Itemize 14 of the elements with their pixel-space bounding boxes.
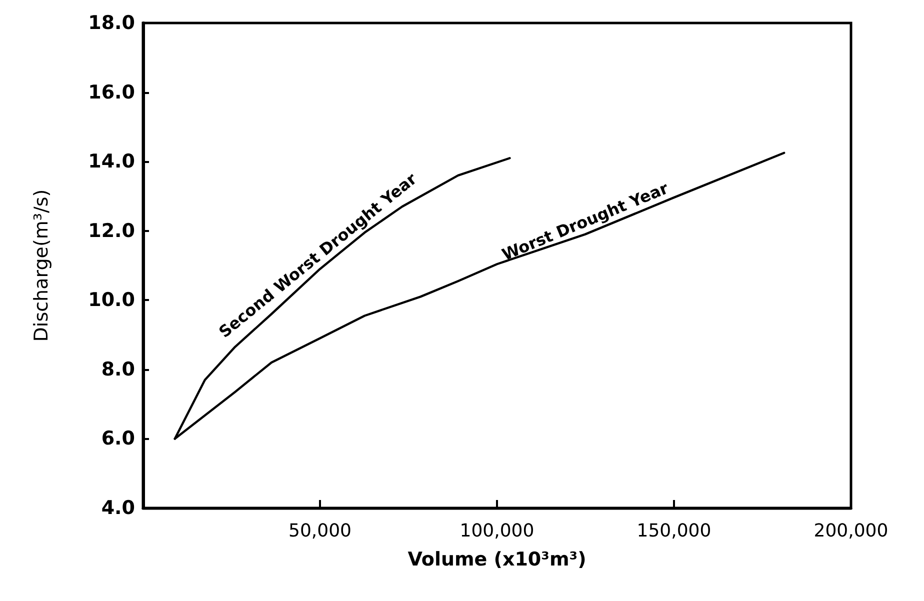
x-axis-title: Volume (x10³m³) (408, 548, 586, 570)
y-tick-label: 14.0 (88, 150, 135, 173)
y-tick-label: 18.0 (88, 12, 135, 34)
x-tick-label: 150,000 (636, 520, 712, 542)
x-tick-label: 100,000 (460, 520, 534, 542)
y-tick-label: 8.0 (101, 358, 135, 380)
y-tick-label: 4.0 (101, 497, 135, 519)
x-tick-label: 50,000 (288, 520, 352, 542)
y-axis-title: Discharge(m³/s) (30, 189, 52, 342)
y-tick-label: 6.0 (101, 428, 135, 450)
x-tick-label: 200,000 (814, 520, 888, 542)
y-tick-label: 16.0 (88, 81, 135, 104)
y-tick-label: 10.0 (88, 289, 135, 312)
y-tick-label: 12.0 (88, 220, 135, 242)
